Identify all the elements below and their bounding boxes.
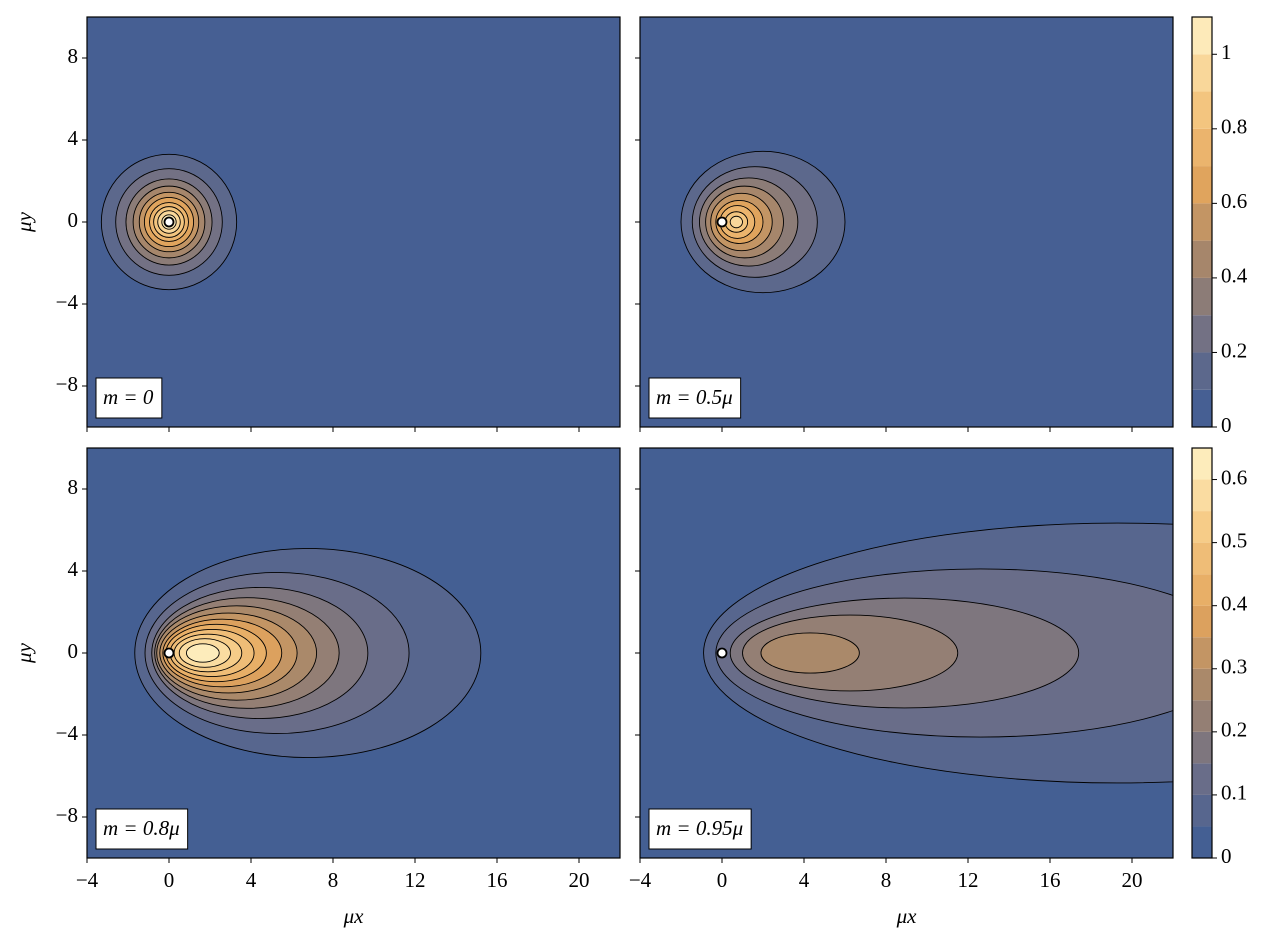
x-tick-label: 0 bbox=[717, 868, 728, 892]
annotation-box bbox=[95, 377, 163, 419]
colorbar-tick-label: 0.5 bbox=[1221, 528, 1247, 552]
point-marker bbox=[163, 216, 175, 228]
panel bbox=[640, 448, 1173, 858]
x-tick-label: 16 bbox=[487, 868, 508, 892]
annotation-box bbox=[648, 808, 752, 850]
x-tick-label: 8 bbox=[881, 868, 892, 892]
colorbar-band bbox=[1192, 731, 1212, 764]
colorbar-band bbox=[1192, 277, 1212, 316]
x-tick-label: −4 bbox=[76, 868, 99, 892]
colorbar-band bbox=[1192, 605, 1212, 638]
y-tick-label: 8 bbox=[68, 475, 79, 499]
colorbar-tick-label: 0.4 bbox=[1221, 592, 1248, 616]
colorbar-frame bbox=[1191, 447, 1213, 859]
colorbar-band bbox=[1192, 668, 1212, 701]
colorbar-band bbox=[1192, 826, 1212, 858]
y-tick-label: 0 bbox=[68, 639, 79, 663]
x-tick-label: 12 bbox=[958, 868, 979, 892]
colorbar-band bbox=[1192, 511, 1212, 543]
panel bbox=[87, 448, 620, 858]
annotation: m = 0 bbox=[103, 385, 154, 409]
contour bbox=[760, 632, 860, 674]
colorbar-band bbox=[1192, 448, 1212, 480]
colorbar-band bbox=[1192, 389, 1212, 427]
colorbar-band bbox=[1192, 542, 1212, 575]
panel bbox=[87, 17, 620, 427]
colorbar-tick-label: 0.8 bbox=[1221, 115, 1247, 139]
colorbar-band bbox=[1192, 91, 1212, 129]
x-tick-label: 4 bbox=[246, 868, 257, 892]
y-tick-label: −4 bbox=[56, 721, 79, 745]
point-marker bbox=[163, 647, 175, 659]
colorbar-tick-label: 0.2 bbox=[1221, 338, 1247, 362]
point-marker bbox=[716, 647, 728, 659]
colorbar-frame bbox=[1191, 16, 1213, 428]
x-tick-label: 8 bbox=[328, 868, 339, 892]
panel bbox=[640, 17, 1173, 427]
colorbar-tick-label: 0.6 bbox=[1221, 465, 1247, 489]
colorbar-band bbox=[1192, 240, 1212, 278]
y-tick-label: −8 bbox=[56, 372, 78, 396]
y-axis-label: μy bbox=[12, 642, 36, 664]
annotation-box bbox=[95, 808, 189, 850]
point-marker bbox=[716, 216, 728, 228]
colorbar-tick-label: 1 bbox=[1221, 40, 1232, 64]
colorbar-tick-label: 0.4 bbox=[1221, 264, 1248, 288]
colorbar-band bbox=[1192, 17, 1212, 55]
colorbar-band bbox=[1192, 637, 1212, 669]
x-tick-label: 12 bbox=[405, 868, 426, 892]
y-tick-label: 0 bbox=[68, 208, 79, 232]
colorbar-band bbox=[1192, 315, 1212, 353]
colorbar-band bbox=[1192, 128, 1212, 167]
y-axis-label: μy bbox=[12, 211, 36, 233]
x-axis-label: μx bbox=[343, 904, 365, 928]
annotation: m = 0.8μ bbox=[103, 816, 180, 840]
colorbar-tick-label: 0.1 bbox=[1221, 781, 1247, 805]
colorbar-band bbox=[1192, 794, 1212, 827]
y-tick-label: −8 bbox=[56, 803, 78, 827]
colorbar-band bbox=[1192, 700, 1212, 732]
colorbar-band bbox=[1192, 574, 1212, 606]
y-tick-label: 4 bbox=[68, 557, 79, 581]
colorbar-tick-label: 0 bbox=[1221, 844, 1232, 868]
x-tick-label: 20 bbox=[569, 868, 590, 892]
colorbar-tick-label: 0.3 bbox=[1221, 655, 1247, 679]
contour bbox=[185, 643, 220, 663]
x-axis-label: μx bbox=[896, 904, 918, 928]
y-tick-label: 4 bbox=[68, 126, 79, 150]
colorbar-tick-label: 0.6 bbox=[1221, 189, 1247, 213]
x-tick-label: 4 bbox=[799, 868, 810, 892]
colorbar-band bbox=[1192, 479, 1212, 512]
annotation: m = 0.95μ bbox=[656, 816, 743, 840]
x-tick-label: 16 bbox=[1040, 868, 1061, 892]
y-tick-label: −4 bbox=[56, 290, 79, 314]
y-tick-label: 8 bbox=[68, 44, 79, 68]
annotation-box bbox=[648, 377, 742, 419]
annotation: m = 0.5μ bbox=[656, 385, 733, 409]
colorbar-band bbox=[1192, 166, 1212, 204]
contour bbox=[729, 215, 743, 229]
x-tick-label: −4 bbox=[629, 868, 652, 892]
colorbar-band bbox=[1192, 763, 1212, 795]
colorbar-band bbox=[1192, 352, 1212, 390]
colorbar-tick-label: 0 bbox=[1221, 413, 1232, 437]
colorbar-band bbox=[1192, 203, 1212, 241]
colorbar-band bbox=[1192, 54, 1212, 92]
x-tick-label: 20 bbox=[1122, 868, 1143, 892]
colorbar-tick-label: 0.2 bbox=[1221, 718, 1247, 742]
x-tick-label: 0 bbox=[164, 868, 175, 892]
